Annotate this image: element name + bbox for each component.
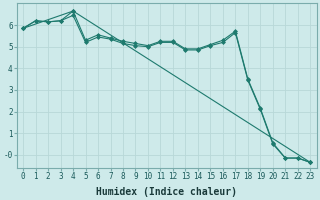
X-axis label: Humidex (Indice chaleur): Humidex (Indice chaleur) [96,186,237,197]
